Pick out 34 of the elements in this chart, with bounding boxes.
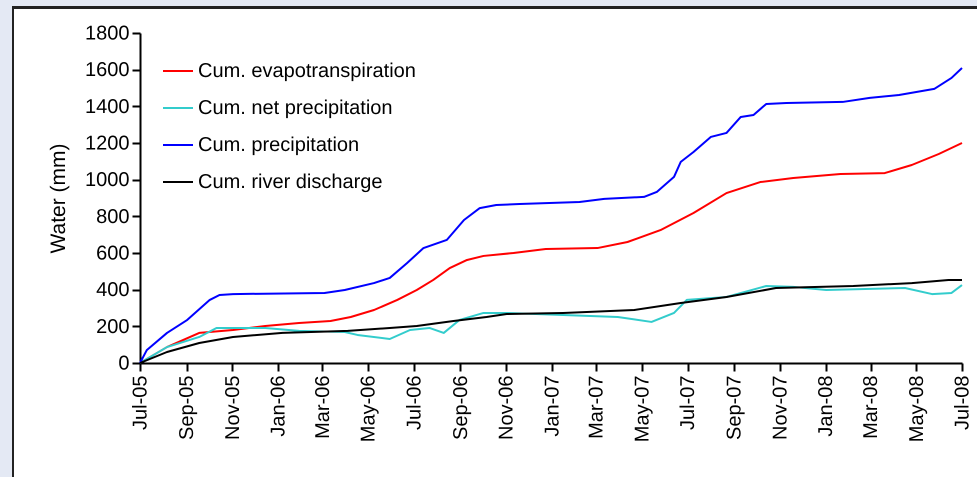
y-tick-label: 800 xyxy=(96,206,130,228)
x-tick-label: Sep-06 xyxy=(450,376,472,440)
y-tick-label: 0 xyxy=(118,352,130,374)
legend-label: Cum. evapotranspiration xyxy=(198,60,416,82)
x-tick-label: Mar-08 xyxy=(860,376,882,439)
y-tick-label: 400 xyxy=(96,279,130,302)
y-tick-label: 1800 xyxy=(85,22,130,44)
x-tick-label: May-07 xyxy=(631,376,654,442)
x-tick-label: May-06 xyxy=(358,376,380,442)
y-axis-title: Water (mm) xyxy=(47,143,70,254)
x-tick-label: Jan-07 xyxy=(541,376,564,437)
y-tick-label: 1000 xyxy=(85,169,130,192)
x-tick-label: Mar-06 xyxy=(312,376,334,439)
x-tick-label: Jan-06 xyxy=(268,376,290,437)
legend-label: Cum. precipitation xyxy=(198,134,360,156)
x-tick-label: Sep-07 xyxy=(724,376,746,440)
y-tick-label: 1600 xyxy=(85,59,130,82)
x-tick-label: May-08 xyxy=(906,376,928,442)
x-tick-label: Nov-07 xyxy=(769,376,792,440)
x-tick-label: Sep-05 xyxy=(176,376,198,440)
x-tick-label: Nov-06 xyxy=(496,376,518,440)
y-tick-label: 1200 xyxy=(85,132,130,154)
y-tick-label: 600 xyxy=(96,242,130,264)
x-tick-label: Jul-05 xyxy=(130,376,152,430)
y-tick-label: 1400 xyxy=(85,96,130,118)
x-tick-label: Jul-07 xyxy=(677,376,699,430)
legend-label: Cum. river discharge xyxy=(198,171,383,193)
x-tick-label: Mar-07 xyxy=(586,376,608,439)
x-tick-label: Nov-05 xyxy=(222,376,244,440)
legend-label: Cum. net precipitation xyxy=(198,97,393,119)
y-tick-label: 200 xyxy=(96,316,130,338)
x-tick-label: Jul-06 xyxy=(403,376,426,430)
x-tick-label: Jul-08 xyxy=(952,376,974,430)
x-tick-label: Jan-08 xyxy=(815,376,837,437)
